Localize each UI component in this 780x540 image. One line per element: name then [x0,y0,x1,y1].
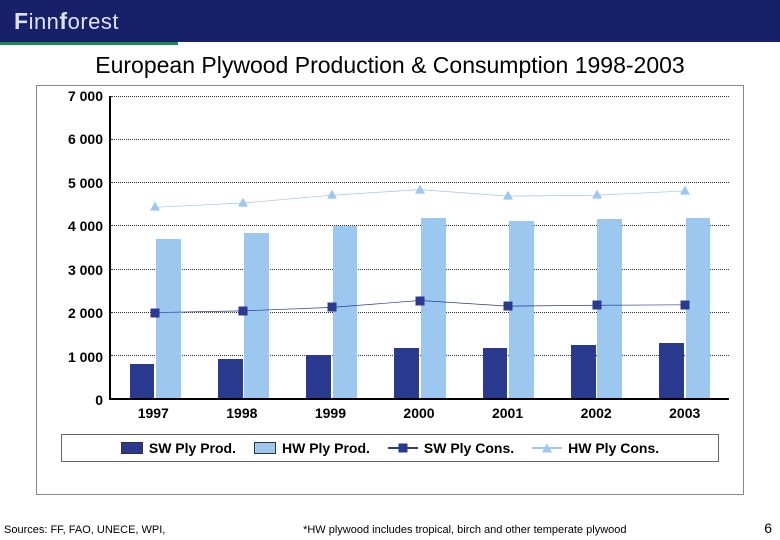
y-tick-label: 4 000 [68,218,103,234]
sources-text: Sources: FF, FAO, UNECE, WPI, [4,524,165,536]
marker-sw_ply_cons [151,308,160,317]
marker-hw_ply_cons [503,191,513,200]
chart: 01 0002 0003 0004 0005 0006 0007 000 199… [47,96,733,426]
x-tick-label: 2002 [581,405,612,421]
legend-item-hw_ply_prod: HW Ply Prod. [254,440,370,456]
footnote-text: *HW plywood includes tropical, birch and… [303,524,626,536]
legend-item-sw_ply_prod: SW Ply Prod. [121,440,236,456]
marker-hw_ply_cons [680,186,690,195]
logo-text: Finnforest [14,8,119,35]
marker-sw_ply_cons [416,296,425,305]
y-tick-label: 0 [95,392,103,408]
plot-area [109,96,729,400]
legend-label: SW Ply Cons. [424,440,514,456]
marker-sw_ply_cons [680,300,689,309]
chart-frame: 0 1 000 2 000 3 000 4 000 5 000 6 000 7 000 199… [36,85,744,495]
marker-hw_ply_cons [415,184,425,193]
marker-sw_ply_cons [592,301,601,310]
slide-title: European Plywood Production & Consumptio… [0,42,780,85]
marker-hw_ply_cons [150,202,160,211]
x-tick-label: 2000 [403,405,434,421]
top-bar: Finnforest [0,0,780,42]
marker-sw_ply_cons [239,306,248,315]
marker-hw_ply_cons [592,190,602,199]
y-tick-label: 5 000 [68,175,103,191]
y-tick-label: 6 000 [68,131,103,147]
legend-swatch [254,442,276,454]
legend-item-hw_ply_cons: HW Ply Cons. [532,440,659,456]
legend: SW Ply Prod. HW Ply Prod. SW Ply Cons. HW P… [61,434,719,462]
legend-swatch [121,442,143,454]
markers-layer [111,96,729,398]
y-tick-label: 2 000 [68,305,103,321]
legend-line-marker [532,441,562,455]
x-tick-label: 1997 [138,405,169,421]
y-tick-label: 7 000 [68,88,103,104]
marker-hw_ply_cons [327,190,337,199]
y-tick-label: 1 000 [68,349,103,365]
y-tick-label: 3 000 [68,262,103,278]
legend-line-marker [388,441,418,455]
legend-label: HW Ply Cons. [568,440,659,456]
x-tick-label: 1998 [226,405,257,421]
legend-label: HW Ply Prod. [282,440,370,456]
x-axis: 1997 1998 1999 2000 2001 2002 2003 [109,402,729,426]
slide: { "header": { "logo": "Finnforest", "log… [0,0,780,540]
logo-accent-bar [0,42,178,45]
legend-item-sw_ply_cons: SW Ply Cons. [388,440,514,456]
logo: Finnforest [0,0,133,42]
marker-hw_ply_cons [238,198,248,207]
legend-label: SW Ply Prod. [149,440,236,456]
footer: Sources: FF, FAO, UNECE, WPI, *HW plywoo… [4,520,772,536]
x-tick-label: 2003 [669,405,700,421]
x-tick-label: 1999 [315,405,346,421]
x-tick-label: 2001 [492,405,523,421]
marker-sw_ply_cons [504,302,513,311]
page-number: 6 [764,520,772,536]
y-axis: 01 0002 0003 0004 0005 0006 0007 000 [47,96,109,400]
marker-sw_ply_cons [327,303,336,312]
